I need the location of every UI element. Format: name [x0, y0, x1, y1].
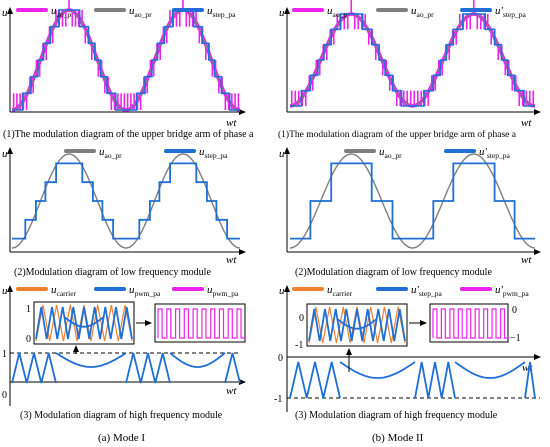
sine-reference — [11, 153, 241, 249]
waveform-plot — [289, 0, 536, 108]
tick-label-0: 0 — [2, 390, 7, 401]
mode-2-column: u wt uao_p uao_pr u'step_pa (1)The modulat… — [274, 0, 541, 444]
step-waveform — [290, 13, 535, 107]
mode-2-low-frequency-panel: u wt uao_pr u'step_pa (2)Modulation diagr… — [279, 146, 541, 278]
waveform-plot — [11, 352, 241, 384]
x-axis-label: wt — [226, 254, 237, 266]
x-axis-label: wt — [226, 117, 237, 129]
modulation-bump — [55, 352, 127, 368]
inset-tick-1: 1 — [26, 304, 31, 315]
legend-label: ustep_pa — [207, 5, 236, 19]
legend: uao_pr u'step_pa — [344, 146, 510, 160]
carrier-triangle-wave — [414, 361, 456, 399]
y-axis-label: u — [279, 285, 285, 297]
tick-label-minus-1: -1 — [274, 394, 282, 405]
legend-label: ucarrier — [327, 284, 353, 298]
legend-label: ucarrier — [51, 284, 77, 298]
pwm-pulse-train — [432, 308, 509, 339]
panel-caption: (1)The modulation diagram of the upper b… — [278, 129, 517, 140]
legend-label: uao_pr — [379, 146, 402, 160]
legend: uao_pr ustep_pa — [64, 146, 228, 160]
waveform-plot — [289, 153, 536, 249]
panel-caption: (3) Modulation diagram of high frequency… — [295, 410, 498, 421]
panel-caption: (2)Modulation diagram of low frequency m… — [295, 267, 492, 278]
pwm-inset: 0 −1 — [429, 303, 521, 344]
x-axis-label: wt — [226, 385, 237, 397]
legend: uao_p uao_pr u'step_pa — [292, 5, 526, 19]
mode-1-low-frequency-panel: u wt uao_pr ustep_pa (2)Modulation diagra… — [2, 146, 246, 278]
x-axis-label: wt — [522, 362, 533, 374]
carrier-triangle-wave — [308, 308, 406, 342]
y-axis-label: u — [2, 7, 8, 19]
inset-waveforms — [35, 304, 133, 342]
waveform-plot — [289, 361, 536, 399]
mode-2-high-frequency-panel: u wt 0 -1 0 -1 0 −1 ucarrier u'step_pa u'p… — [274, 284, 541, 421]
legend: uao_p uao_pr ustep_pa — [16, 5, 236, 19]
pwm-inset — [154, 303, 246, 343]
inset-modulation-curve — [63, 315, 105, 328]
waveform-plot — [11, 153, 241, 249]
inset-tick-0: 0 — [26, 334, 31, 345]
inset-tick-0: 0 — [299, 313, 304, 324]
panel-caption: (3) Modulation diagram of high frequency… — [20, 410, 223, 421]
carrier-triangle-wave — [224, 352, 241, 384]
legend-label: u'step_pa — [411, 284, 442, 298]
legend: ucarrier u'step_pa u'pwm_pa — [292, 284, 529, 298]
legend-label: uao_pr — [99, 146, 122, 160]
mode-2-upper-arm-panel: u wt uao_p uao_pr u'step_pa (1)The modulat… — [278, 0, 541, 140]
mode-1-column: u wt uao_p uao_pr ustep_pa (1)The modulati… — [2, 0, 254, 444]
modulation-bump — [454, 361, 526, 379]
carrier-triangle-wave — [35, 304, 133, 342]
legend-label: u'step_pa — [495, 5, 526, 19]
step-waveform — [290, 162, 535, 240]
inset-right-tick-0: 0 — [512, 305, 517, 316]
modulation-bump — [169, 352, 226, 368]
y-axis-label: u — [279, 148, 285, 160]
mode-label: (b) Mode II — [372, 432, 424, 444]
legend: ucarrier upwm_pa upwm_pa — [16, 284, 239, 298]
panel-caption: (2)Modulation diagram of low frequency m… — [14, 267, 211, 278]
legend-label: u'pwm_pa — [495, 284, 529, 298]
y-axis-label: u — [279, 7, 285, 19]
legend-label: uao_pr — [411, 5, 434, 19]
step-waveform — [12, 9, 240, 111]
y-axis-label: u — [2, 148, 8, 160]
mode-label: (a) Mode I — [98, 432, 145, 444]
legend-label: upwm_pa — [129, 284, 161, 298]
x-axis-label: wt — [521, 254, 532, 266]
pwm-pulse-train — [157, 308, 246, 339]
legend-label: upwm_pa — [207, 284, 239, 298]
carrier-triangle-wave — [125, 352, 171, 384]
inset-tick-minus-1: -1 — [295, 340, 303, 351]
panel-caption: (1)The modulation diagram of the upper b… — [3, 129, 254, 140]
mode-1-high-frequency-panel: u wt 1 0 1 0 ucarrier upwm_pa upwm_pa (3) … — [2, 284, 246, 421]
inset-waveforms — [308, 306, 406, 344]
waveform-plot — [11, 0, 241, 112]
x-axis-label: wt — [521, 117, 532, 129]
carrier-triangle-wave — [308, 306, 406, 344]
carrier-triangle-wave — [11, 352, 57, 384]
carrier-triangle-wave — [289, 361, 341, 399]
carrier-triangle-wave — [35, 306, 133, 340]
legend-label: uao_pr — [129, 5, 152, 19]
legend-label: uao_p — [327, 5, 347, 19]
inset-pwm-pulses — [432, 308, 509, 339]
inset-pwm-pulses — [157, 308, 246, 339]
legend-label: ustep_pa — [199, 146, 228, 160]
legend-label: u'step_pa — [479, 146, 510, 160]
tick-label-0: 0 — [278, 353, 283, 364]
tick-label-1: 1 — [2, 349, 7, 360]
carrier-inset: 1 0 — [26, 301, 135, 345]
carrier-inset: 0 -1 — [295, 303, 408, 351]
step-waveform — [12, 162, 240, 240]
y-axis-label: u — [2, 285, 8, 297]
mode-1-upper-arm-panel: u wt uao_p uao_pr ustep_pa (1)The modulati… — [2, 0, 254, 140]
carrier-triangle-wave — [524, 361, 536, 399]
inset-modulation-curve — [336, 317, 378, 330]
modulation-bump — [339, 361, 416, 379]
inset-right-tick-minus-1: −1 — [510, 333, 521, 344]
